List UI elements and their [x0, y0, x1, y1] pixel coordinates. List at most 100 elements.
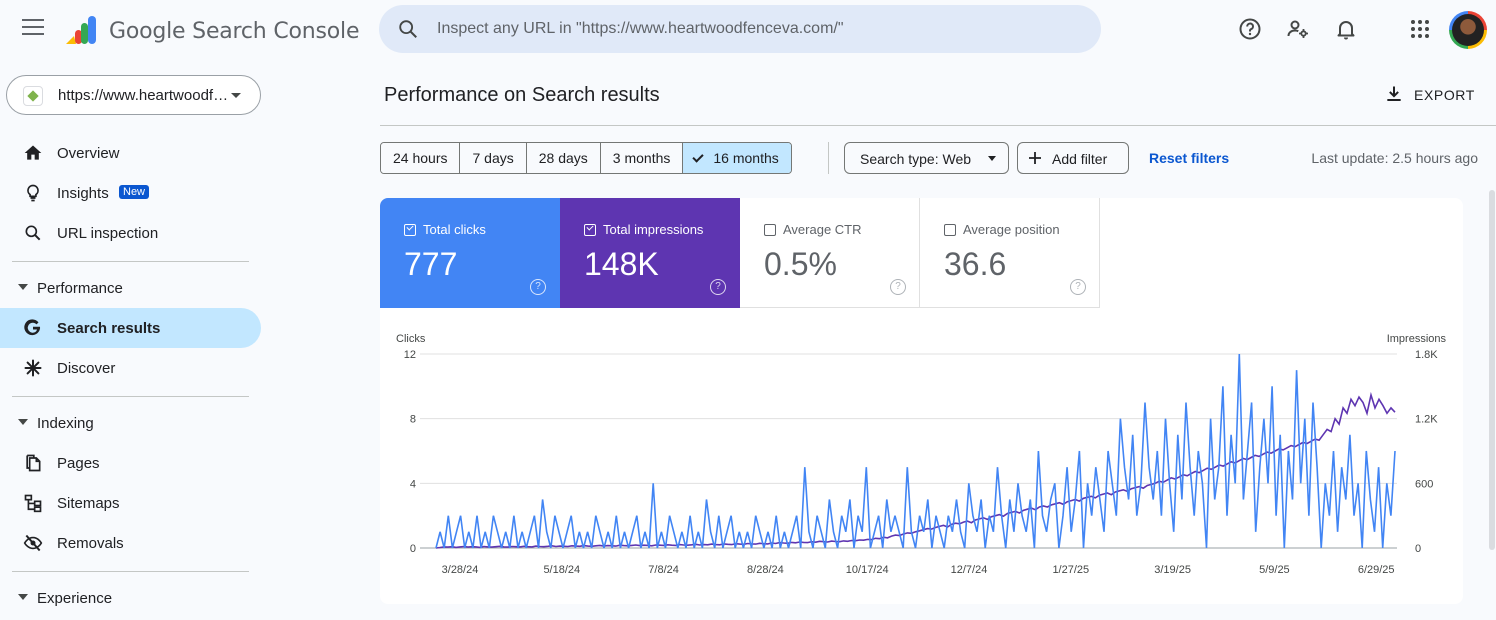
sidebar-item-label: Search results — [57, 320, 161, 337]
main-content: Performance on Search results EXPORT 24 … — [270, 58, 1496, 620]
sidebar-item-url-inspection[interactable]: URL inspection — [0, 213, 261, 253]
section-performance[interactable]: Performance — [0, 273, 260, 303]
sidebar-item-pages[interactable]: Pages — [0, 443, 261, 483]
account-avatar[interactable] — [1449, 11, 1487, 49]
sitemap-icon — [24, 494, 42, 513]
reset-filters-link[interactable]: Reset filters — [1149, 150, 1230, 166]
performance-chart[interactable]: Clicks Impressions 0 4 8 12 0 600 1.2K 1.8K 3/… — [380, 326, 1463, 596]
left-axis-tick-label: 4 — [410, 478, 416, 490]
section-indexing[interactable]: Indexing — [0, 408, 260, 438]
metric-label: Total clicks — [423, 222, 486, 237]
last-update-text: Last update: 2.5 hours ago — [1311, 150, 1478, 166]
new-badge: New — [119, 185, 150, 199]
x-axis-tick-label: 5/18/24 — [543, 564, 580, 576]
eye-off-icon — [23, 534, 43, 552]
metric-value: 777 — [404, 246, 458, 282]
url-inspect-input[interactable] — [437, 17, 1077, 41]
clicks-series-line — [435, 353, 1396, 549]
lightbulb-icon — [27, 184, 39, 202]
sidebar-item-label: URL inspection — [57, 225, 159, 242]
range-3-months[interactable]: 3 months — [600, 143, 684, 173]
collapse-arrow-icon — [18, 419, 28, 425]
metric-total-clicks[interactable]: Total clicks 777 ? — [380, 198, 560, 308]
sidebar-item-insights[interactable]: Insights New — [0, 173, 261, 213]
performance-card: Total clicks 777 ? Total impressions 148… — [380, 198, 1463, 604]
sidebar-item-overview[interactable]: Overview — [0, 133, 261, 173]
impressions-series-line — [435, 391, 1396, 549]
sidebar-item-search-results[interactable]: Search results — [0, 308, 261, 348]
metric-total-impressions[interactable]: Total impressions 148K ? — [560, 198, 740, 308]
help-icon[interactable] — [1238, 17, 1262, 41]
sidebar-item-sitemaps[interactable]: Sitemaps — [0, 483, 261, 523]
metric-average-ctr[interactable]: Average CTR 0.5% ? — [740, 198, 920, 308]
checkbox-unchecked-icon — [764, 224, 776, 236]
range-16-months[interactable]: 16 months — [683, 143, 791, 173]
sidebar-divider — [12, 396, 249, 397]
x-axis-tick-label: 6/29/25 — [1358, 564, 1395, 576]
section-experience[interactable]: Experience — [0, 583, 260, 613]
help-icon[interactable]: ? — [890, 279, 906, 295]
checkbox-unchecked-icon — [944, 224, 956, 236]
metric-value: 36.6 — [944, 246, 1007, 282]
app-title: Google Search Console — [109, 19, 360, 44]
x-axis-tick-label: 3/19/25 — [1154, 564, 1191, 576]
sidebar-item-removals[interactable]: Removals — [0, 523, 261, 563]
property-label: https://www.heartwoodfenceva.com/ — [58, 87, 230, 104]
x-axis-tick-label: 10/17/24 — [846, 564, 889, 576]
x-axis-tick-label: 3/28/24 — [442, 564, 479, 576]
chevron-down-icon — [231, 93, 241, 98]
search-console-logo — [66, 16, 96, 44]
add-filter-label: Add filter — [1052, 151, 1108, 167]
download-icon — [1387, 86, 1401, 101]
main-menu-icon[interactable] — [22, 19, 44, 37]
help-icon[interactable]: ? — [1070, 279, 1086, 295]
sidebar-item-label: Pages — [57, 455, 100, 472]
range-label: 16 months — [713, 150, 779, 166]
metric-label: Average CTR — [783, 222, 862, 237]
export-button[interactable]: EXPORT — [1384, 82, 1476, 108]
property-selector[interactable]: https://www.heartwoodfenceva.com/ — [6, 75, 261, 115]
section-label: Indexing — [37, 415, 94, 432]
metric-value: 0.5% — [764, 246, 837, 282]
checkbox-checked-icon — [584, 224, 596, 236]
section-label: Performance — [37, 280, 123, 297]
pages-icon — [26, 454, 41, 472]
date-range-selector: 24 hours 7 days 28 days 3 months 16 mont… — [380, 142, 792, 174]
help-icon[interactable]: ? — [710, 279, 726, 295]
right-axis-tick-label: 0 — [1415, 543, 1421, 555]
google-g-icon — [24, 319, 41, 336]
sidebar-item-label: Insights — [57, 185, 109, 202]
chevron-down-icon — [988, 156, 996, 161]
search-icon — [25, 225, 41, 241]
search-type-dropdown[interactable]: Search type: Web — [844, 142, 1009, 174]
collapse-arrow-icon — [18, 594, 28, 600]
manage-users-icon[interactable] — [1286, 17, 1310, 41]
search-icon — [399, 20, 417, 38]
checkbox-checked-icon — [404, 224, 416, 236]
apps-grid-icon[interactable] — [1408, 17, 1432, 41]
metric-label: Average position — [963, 222, 1060, 237]
metric-label: Total impressions — [603, 222, 704, 237]
x-axis-tick-label: 7/8/24 — [648, 564, 679, 576]
url-inspect-search-bar[interactable] — [379, 5, 1101, 53]
metric-average-position[interactable]: Average position 36.6 ? — [920, 198, 1100, 308]
plus-icon — [1029, 152, 1041, 164]
x-axis-tick-label: 8/28/24 — [747, 564, 784, 576]
add-filter-button[interactable]: Add filter — [1017, 142, 1129, 174]
scrollbar[interactable] — [1489, 190, 1495, 550]
bell-icon[interactable] — [1334, 17, 1358, 41]
right-axis-tick-label: 1.2K — [1415, 414, 1438, 426]
sidebar-item-label: Discover — [57, 360, 116, 377]
left-axis-tick-label: 8 — [410, 414, 416, 426]
left-axis-tick-label: 0 — [410, 543, 416, 555]
filter-divider — [828, 142, 829, 174]
help-icon[interactable]: ? — [530, 279, 546, 295]
range-7-days[interactable]: 7 days — [460, 143, 527, 173]
left-axis-title: Clicks — [396, 333, 426, 345]
x-axis-tick-label: 5/9/25 — [1259, 564, 1290, 576]
sidebar-item-discover[interactable]: Discover — [0, 348, 261, 388]
page-title: Performance on Search results — [384, 84, 660, 106]
range-28-days[interactable]: 28 days — [526, 143, 601, 173]
range-24-hours[interactable]: 24 hours — [381, 143, 461, 173]
sidebar-divider — [12, 571, 249, 572]
